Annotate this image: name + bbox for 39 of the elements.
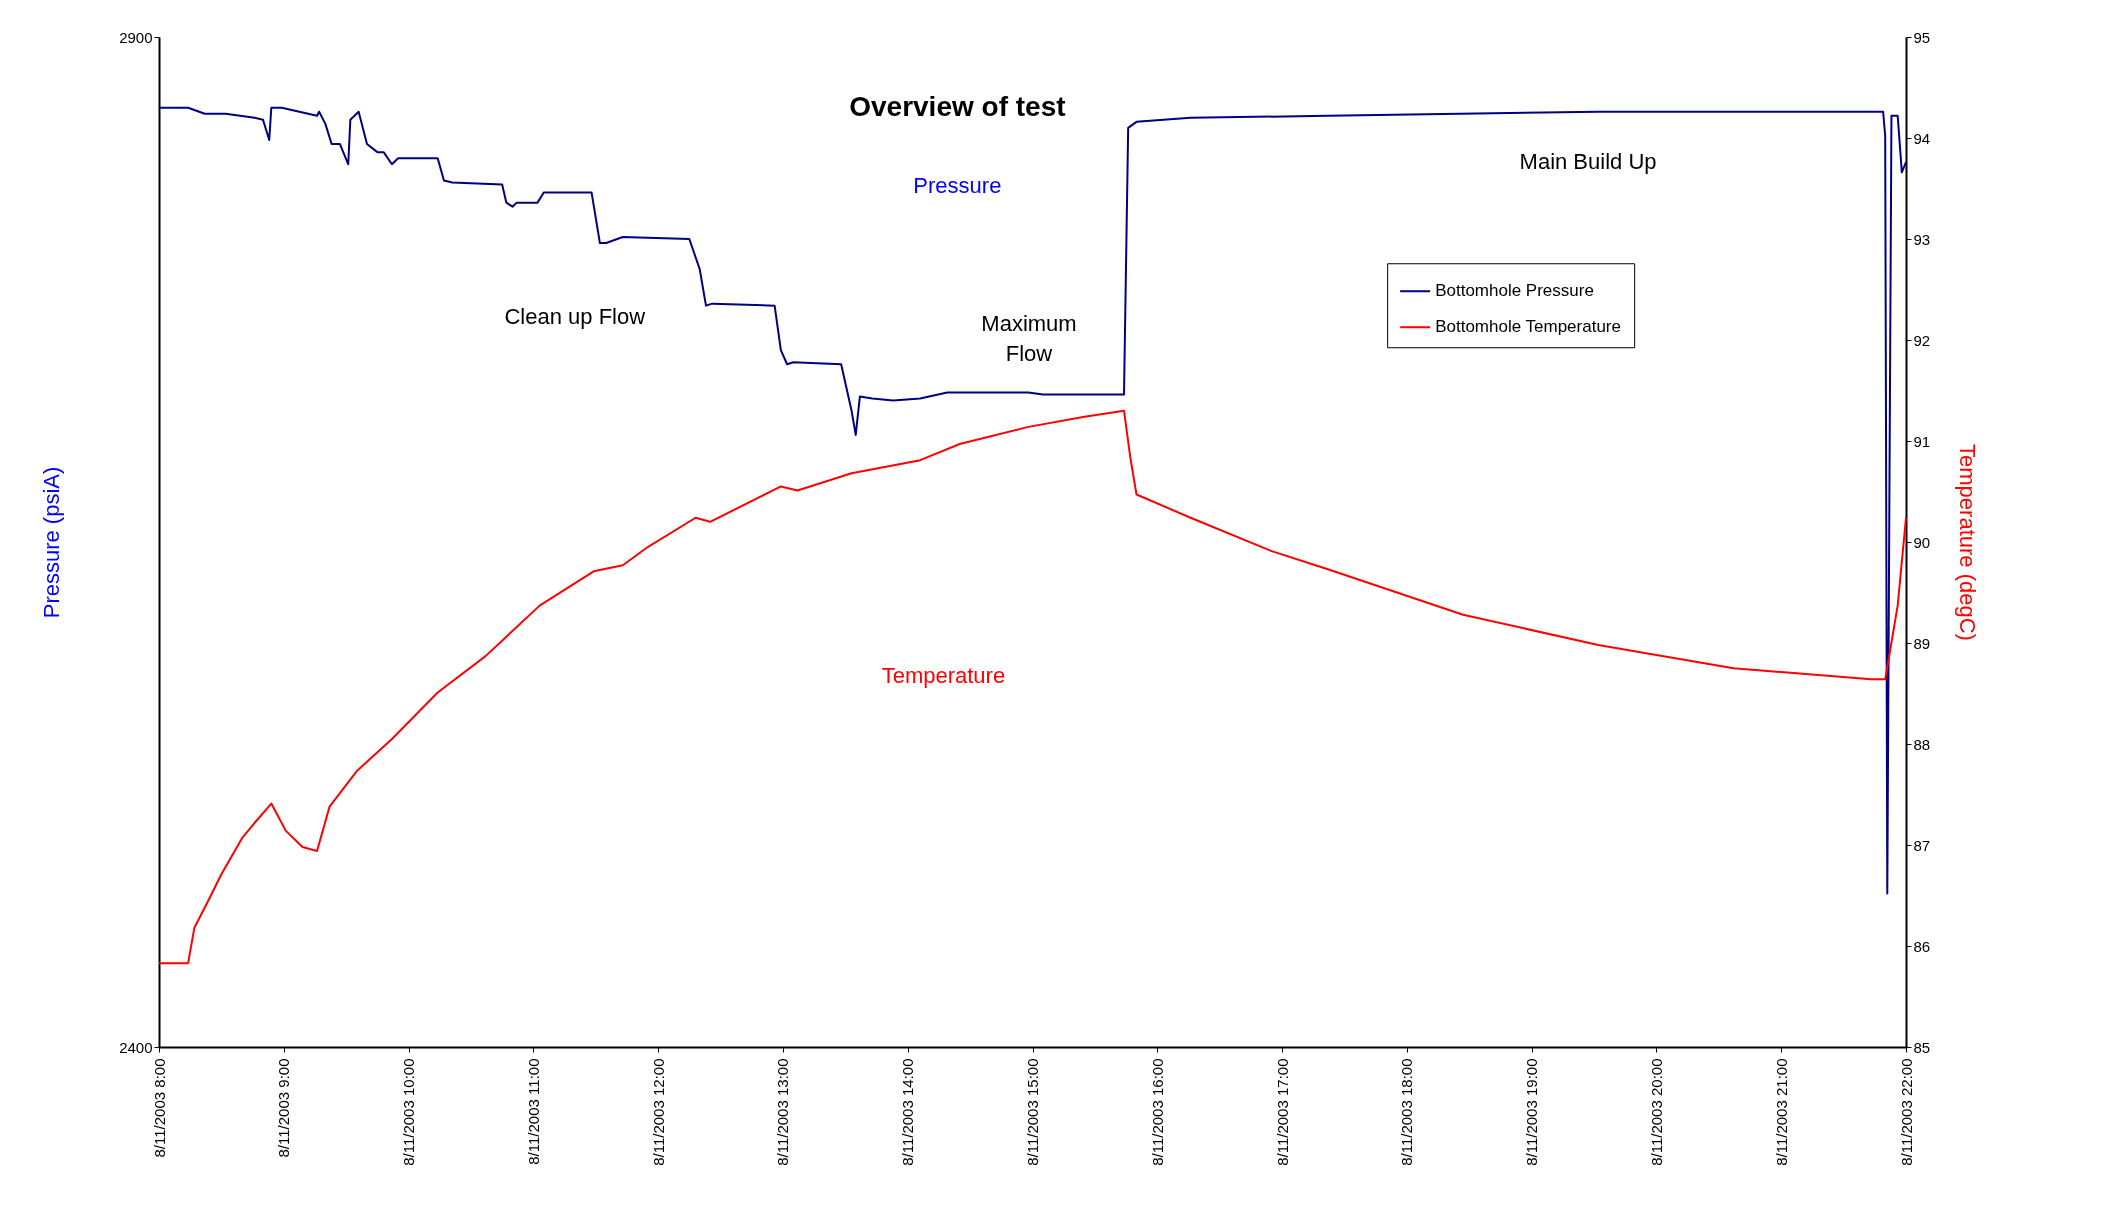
x-tick-label: 8/11/2003 14:00 [899, 1058, 917, 1166]
annotation: Main Build Up [1519, 149, 1657, 175]
y-tick-label: 2400 [119, 1038, 153, 1056]
x-tick-label: 8/11/2003 20:00 [1647, 1058, 1665, 1166]
y2-tick-label: 86 [1913, 937, 1931, 955]
x-tick-label: 8/11/2003 22:00 [1897, 1058, 1915, 1166]
x-tick-label: 8/11/2003 21:00 [1772, 1058, 1790, 1166]
x-tick-label: 8/11/2003 13:00 [774, 1058, 792, 1166]
x-tick-label: 8/11/2003 15:00 [1024, 1058, 1041, 1166]
annotation: Pressure [913, 173, 1002, 199]
annotation: Maximum Flow [981, 310, 1077, 366]
y2-tick-label: 85 [1913, 1038, 1931, 1056]
y2-tick-label: 94 [1913, 129, 1931, 147]
y2-tick-label: 90 [1913, 533, 1931, 551]
y2-tick-label: 92 [1913, 331, 1931, 349]
legend-label: Bottomhole Pressure [1435, 281, 1594, 301]
legend-label: Bottomhole Temperature [1435, 317, 1621, 337]
text: Overview of test [849, 90, 1066, 122]
y2-tick-label: 88 [1913, 735, 1931, 753]
y2-axis-title: Temperature (degC) [1955, 444, 1981, 641]
x-tick-label: 8/11/2003 11:00 [524, 1058, 542, 1165]
y2-tick-label: 89 [1913, 634, 1931, 652]
y-axis-title: Pressure (psiA) [39, 466, 65, 619]
line-series [158, 409, 1907, 965]
x-tick-label: 8/11/2003 10:00 [400, 1058, 418, 1166]
x-tick-label: 8/11/2003 9:00 [275, 1058, 293, 1158]
annotation: Temperature [881, 663, 1006, 689]
y2-tick-label: 95 [1913, 28, 1931, 46]
y-tick-label: 2900 [119, 28, 153, 46]
annotation: Clean up Flow [504, 303, 646, 329]
x-tick-label: 8/11/2003 19:00 [1523, 1058, 1541, 1166]
y2-tick-label: 91 [1913, 432, 1931, 450]
x-tick-label: 8/11/2003 18:00 [1398, 1058, 1416, 1166]
x-tick-label: 8/11/2003 12:00 [649, 1058, 667, 1166]
y2-tick-label: 93 [1913, 230, 1931, 248]
x-tick-label: 8/11/2003 16:00 [1148, 1058, 1166, 1166]
y2-tick-label: 87 [1913, 836, 1931, 854]
x-tick-label: 8/11/2003 8:00 [150, 1058, 168, 1158]
x-tick-label: 8/11/2003 17:00 [1273, 1058, 1291, 1166]
